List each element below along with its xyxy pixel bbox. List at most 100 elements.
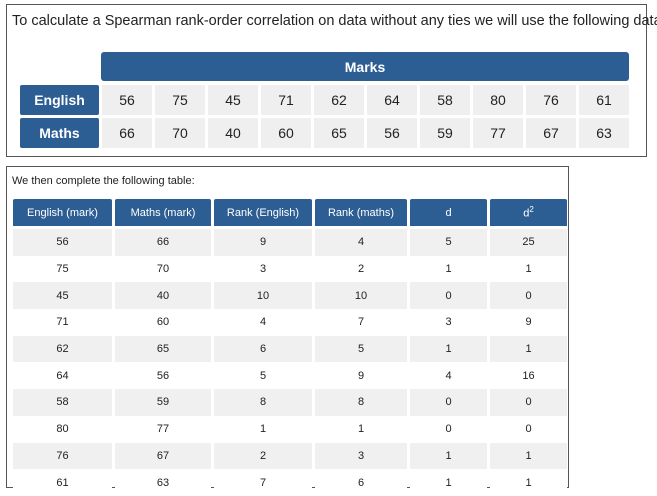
rank-english-cell: 4 <box>214 309 312 336</box>
mark-cell: 64 <box>367 85 417 115</box>
maths-mark-cell: 40 <box>115 282 211 310</box>
english-mark-cell: 62 <box>13 335 112 363</box>
mark-cell: 58 <box>420 85 470 115</box>
mark-cell: 67 <box>526 118 576 148</box>
rank-english-cell: 2 <box>214 442 312 470</box>
table-row: 71 60 4 7 3 9 <box>13 309 567 336</box>
table-row: 76 67 2 3 1 1 <box>13 442 567 470</box>
maths-mark-cell: 77 <box>115 415 211 443</box>
header-maths-mark: Maths (mark) <box>115 199 211 229</box>
mark-cell: 62 <box>314 85 364 115</box>
table-row: 80 77 1 1 0 0 <box>13 415 567 443</box>
maths-mark-cell: 67 <box>115 442 211 470</box>
rank-maths-cell: 9 <box>315 362 407 390</box>
mark-cell: 77 <box>473 118 523 148</box>
rank-english-cell: 8 <box>214 389 312 416</box>
d-squared-cell: 1 <box>490 255 567 283</box>
d-cell: 0 <box>410 282 487 310</box>
mark-cell: 76 <box>526 85 576 115</box>
marks-header: Marks <box>101 52 629 81</box>
maths-mark-cell: 65 <box>115 335 211 363</box>
d-cell: 1 <box>410 469 487 496</box>
rank-english-cell: 5 <box>214 362 312 390</box>
rank-maths-cell: 2 <box>315 255 407 283</box>
english-marks-row: English 56 75 45 71 62 64 58 80 76 61 <box>20 85 632 115</box>
header-d-squared-exponent: 2 <box>529 205 534 215</box>
rank-english-cell: 7 <box>214 469 312 496</box>
table-row: 61 63 7 6 1 1 <box>13 469 567 496</box>
header-english-mark: English (mark) <box>13 199 112 229</box>
english-mark-cell: 64 <box>13 362 112 390</box>
english-mark-cell: 61 <box>13 469 112 496</box>
maths-mark-cell: 56 <box>115 362 211 390</box>
d-squared-cell: 0 <box>490 389 567 416</box>
rank-maths-cell: 3 <box>315 442 407 470</box>
d-squared-cell: 9 <box>490 309 567 336</box>
table-row: 75 70 3 2 1 1 <box>13 255 567 283</box>
d-cell: 1 <box>410 255 487 283</box>
table-row: 56 66 9 4 5 25 <box>13 229 567 256</box>
d-squared-cell: 16 <box>490 362 567 390</box>
mark-cell: 45 <box>208 85 258 115</box>
rank-english-cell: 1 <box>214 415 312 443</box>
maths-mark-cell: 60 <box>115 309 211 336</box>
row-label-english: English <box>20 85 99 115</box>
rank-maths-cell: 1 <box>315 415 407 443</box>
rank-english-cell: 6 <box>214 335 312 363</box>
d-squared-cell: 1 <box>490 442 567 470</box>
mark-cell: 75 <box>155 85 205 115</box>
mark-cell: 61 <box>579 85 629 115</box>
table-row: 64 56 5 9 4 16 <box>13 362 567 390</box>
ranking-table: English (mark) Maths (mark) Rank (Englis… <box>10 199 570 496</box>
d-squared-cell: 0 <box>490 282 567 310</box>
d-cell: 1 <box>410 442 487 470</box>
d-cell: 3 <box>410 309 487 336</box>
table-row: 45 40 10 10 0 0 <box>13 282 567 310</box>
maths-mark-cell: 63 <box>115 469 211 496</box>
english-mark-cell: 75 <box>13 255 112 283</box>
rank-maths-cell: 4 <box>315 229 407 256</box>
rank-english-cell: 10 <box>214 282 312 310</box>
header-rank-english: Rank (English) <box>214 199 312 229</box>
rank-maths-cell: 5 <box>315 335 407 363</box>
d-squared-cell: 25 <box>490 229 567 256</box>
mark-cell: 66 <box>102 118 152 148</box>
d-squared-cell: 1 <box>490 335 567 363</box>
rank-english-cell: 9 <box>214 229 312 256</box>
maths-mark-cell: 59 <box>115 389 211 416</box>
table-row: 58 59 8 8 0 0 <box>13 389 567 416</box>
header-d-squared: d2 <box>490 199 567 229</box>
mark-cell: 70 <box>155 118 205 148</box>
row-label-maths: Maths <box>20 118 99 148</box>
d-squared-cell: 0 <box>490 415 567 443</box>
d-squared-cell: 1 <box>490 469 567 496</box>
maths-mark-cell: 70 <box>115 255 211 283</box>
header-d: d <box>410 199 487 229</box>
mark-cell: 65 <box>314 118 364 148</box>
rank-english-cell: 3 <box>214 255 312 283</box>
d-cell: 1 <box>410 335 487 363</box>
mark-cell: 56 <box>102 85 152 115</box>
mark-cell: 56 <box>367 118 417 148</box>
mark-cell: 40 <box>208 118 258 148</box>
mark-cell: 80 <box>473 85 523 115</box>
intro-text: To calculate a Spearman rank-order corre… <box>12 13 657 29</box>
rank-maths-cell: 10 <box>315 282 407 310</box>
english-mark-cell: 45 <box>13 282 112 310</box>
table-row: 62 65 6 5 1 1 <box>13 335 567 363</box>
header-d-squared-base: d <box>523 207 530 220</box>
d-cell: 0 <box>410 415 487 443</box>
mark-cell: 71 <box>261 85 311 115</box>
english-mark-cell: 71 <box>13 309 112 336</box>
header-rank-maths: Rank (maths) <box>315 199 407 229</box>
d-cell: 4 <box>410 362 487 390</box>
english-mark-cell: 58 <box>13 389 112 416</box>
english-mark-cell: 76 <box>13 442 112 470</box>
rank-maths-cell: 7 <box>315 309 407 336</box>
maths-marks-row: Maths 66 70 40 60 65 56 59 77 67 63 <box>20 118 632 148</box>
maths-mark-cell: 66 <box>115 229 211 256</box>
mark-cell: 63 <box>579 118 629 148</box>
english-mark-cell: 56 <box>13 229 112 256</box>
english-mark-cell: 80 <box>13 415 112 443</box>
rank-maths-cell: 6 <box>315 469 407 496</box>
